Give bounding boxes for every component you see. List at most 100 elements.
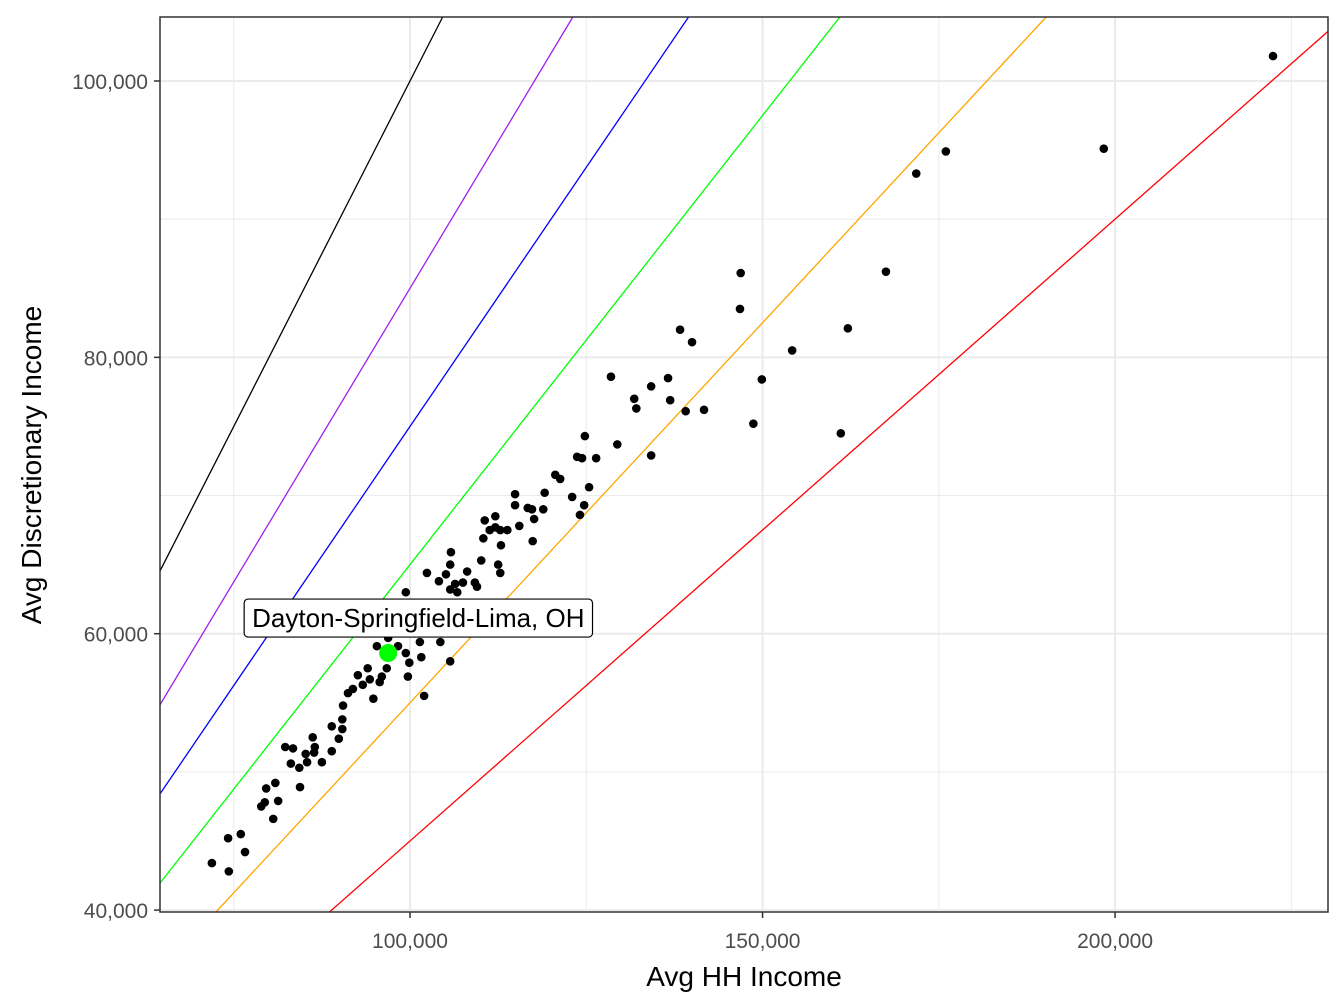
data-point	[503, 525, 512, 535]
data-point	[495, 525, 505, 535]
data-point	[416, 652, 426, 662]
data-point	[419, 691, 429, 701]
data-point	[301, 749, 310, 759]
data-point	[207, 858, 217, 868]
data-point	[646, 451, 656, 460]
data-point	[405, 658, 414, 668]
data-point	[510, 489, 520, 499]
data-point	[401, 648, 411, 658]
data-point	[288, 744, 298, 753]
x-tick-label: 200,000	[1077, 930, 1153, 953]
highlight-group: Dayton-Springfield-Lima, OH	[243, 598, 594, 663]
data-point	[236, 829, 246, 839]
data-point	[480, 516, 490, 525]
data-point	[372, 641, 382, 651]
y-tick-label: 60,000	[84, 624, 148, 647]
reference-line	[159, 16, 444, 572]
data-point	[491, 511, 500, 521]
y-axis-title: Avg Discretionary Income	[16, 306, 47, 625]
data-point	[540, 488, 549, 498]
data-point	[223, 833, 233, 843]
data-point	[445, 657, 455, 666]
data-point	[436, 637, 445, 647]
data-point	[348, 684, 358, 694]
data-point	[510, 500, 520, 510]
data-point	[606, 372, 616, 381]
data-point	[527, 505, 537, 514]
data-point	[286, 759, 296, 768]
highlight-point[interactable]	[379, 644, 398, 663]
data-point	[613, 440, 622, 449]
data-point	[295, 763, 304, 773]
data-point	[415, 637, 425, 647]
data-point	[472, 582, 482, 592]
data-point	[452, 587, 462, 597]
data-point	[334, 734, 344, 744]
data-point	[309, 748, 319, 757]
data-point	[577, 453, 587, 463]
data-point	[911, 169, 921, 178]
data-point	[1268, 51, 1278, 61]
data-point	[843, 324, 853, 333]
data-point	[280, 742, 290, 752]
data-point	[538, 505, 548, 514]
data-point	[450, 579, 460, 589]
data-point	[675, 325, 685, 335]
x-axis-title: Avg HH Income	[646, 961, 842, 992]
plot-panel	[160, 17, 1328, 912]
data-point	[495, 568, 505, 578]
data-point	[458, 578, 468, 587]
data-point	[338, 724, 347, 734]
data-point	[496, 540, 506, 550]
data-point	[528, 536, 537, 546]
reference-line	[215, 16, 1047, 913]
data-point	[462, 567, 472, 576]
data-point	[308, 733, 318, 742]
data-point	[514, 521, 524, 531]
data-point	[393, 641, 403, 651]
reference-line	[159, 16, 841, 884]
y-tick-label: 80,000	[84, 347, 148, 370]
data-point	[302, 757, 312, 767]
data-point	[441, 569, 451, 579]
data-point	[836, 429, 846, 438]
data-point	[445, 585, 455, 594]
x-axis: 100,000 150,000 200,000	[372, 912, 1153, 953]
data-point	[445, 560, 455, 569]
data-point	[327, 746, 337, 756]
data-point	[735, 304, 745, 314]
data-point	[493, 560, 503, 569]
data-point	[224, 867, 234, 876]
data-point	[663, 373, 673, 383]
data-point	[591, 453, 601, 463]
data-point	[579, 500, 589, 510]
data-point	[317, 757, 327, 767]
data-point	[240, 847, 250, 857]
data-point	[260, 797, 270, 807]
data-point	[584, 482, 594, 492]
data-point	[261, 784, 271, 793]
data-point	[580, 431, 590, 441]
data-point	[575, 510, 585, 520]
data-point	[479, 534, 488, 543]
y-tick-label: 40,000	[84, 900, 148, 923]
data-point	[567, 492, 577, 502]
highlight-label: Dayton-Springfield-Lima, OH	[252, 603, 584, 633]
x-tick-label: 150,000	[725, 930, 801, 953]
y-axis: 40,000 60,000 80,000 100,000	[72, 71, 160, 923]
reference-line	[159, 16, 690, 795]
data-point	[271, 778, 280, 788]
data-point	[422, 568, 432, 578]
data-point	[403, 672, 413, 681]
data-point	[555, 474, 565, 484]
data-point	[681, 406, 690, 416]
data-point	[377, 672, 387, 681]
data-point	[338, 715, 347, 724]
data-point	[629, 394, 639, 404]
data-point	[369, 694, 378, 703]
data-point	[353, 670, 363, 680]
data-point	[365, 675, 375, 684]
reference-lines	[159, 16, 1329, 913]
data-point	[382, 663, 392, 673]
